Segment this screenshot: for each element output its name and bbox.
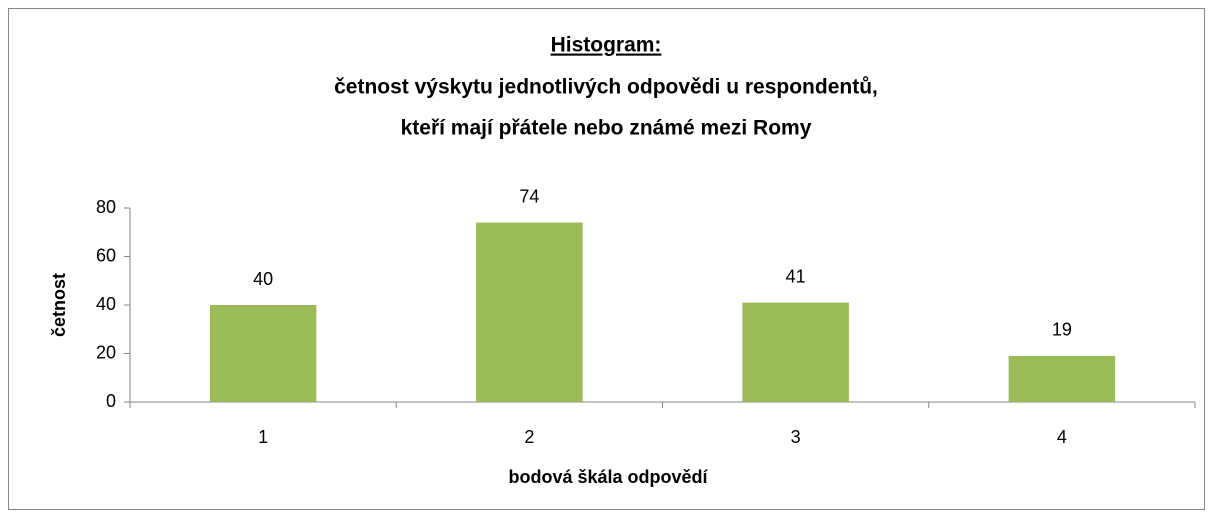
- y-tick-label: 0: [106, 391, 116, 411]
- data-label: 19: [1052, 320, 1072, 340]
- bar: [1008, 355, 1116, 402]
- y-axis-label: četnost: [49, 273, 69, 337]
- data-label: 40: [253, 269, 273, 289]
- x-axis-label: bodová škála odpovědí: [508, 467, 708, 487]
- x-tick-label: 1: [258, 427, 268, 447]
- bar: [742, 302, 849, 402]
- chart-title: četnost výskytu jednotlivých odpovědi u …: [334, 76, 878, 99]
- x-tick-label: 3: [791, 427, 801, 447]
- x-tick-label: 2: [524, 427, 534, 447]
- y-tick-label: 40: [96, 294, 116, 314]
- chart-title: kteří mají přátele nebo známé mezi Romy: [401, 117, 812, 140]
- chart-frame: [8, 8, 1205, 510]
- y-tick-label: 60: [96, 245, 116, 265]
- y-tick-label: 80: [96, 197, 116, 217]
- x-tick-label: 4: [1057, 427, 1067, 447]
- bar: [476, 222, 583, 402]
- data-label: 74: [519, 186, 539, 206]
- bar: [209, 305, 317, 402]
- data-label: 41: [786, 266, 806, 286]
- chart-title: Histogram:: [551, 34, 662, 57]
- y-tick-label: 20: [96, 342, 116, 362]
